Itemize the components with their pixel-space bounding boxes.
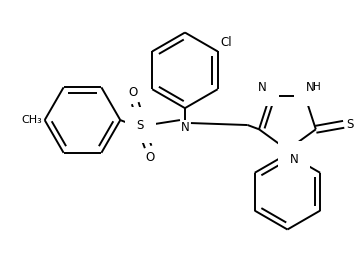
Text: H: H bbox=[313, 82, 321, 92]
Text: N: N bbox=[180, 121, 189, 134]
Text: O: O bbox=[146, 151, 155, 164]
Text: N: N bbox=[289, 153, 298, 166]
Text: Cl: Cl bbox=[221, 36, 232, 49]
Text: S: S bbox=[347, 118, 354, 131]
Text: N: N bbox=[258, 81, 267, 94]
Text: N: N bbox=[306, 81, 315, 94]
Text: O: O bbox=[129, 86, 138, 99]
Text: CH₃: CH₃ bbox=[21, 115, 42, 125]
Text: S: S bbox=[136, 118, 144, 132]
